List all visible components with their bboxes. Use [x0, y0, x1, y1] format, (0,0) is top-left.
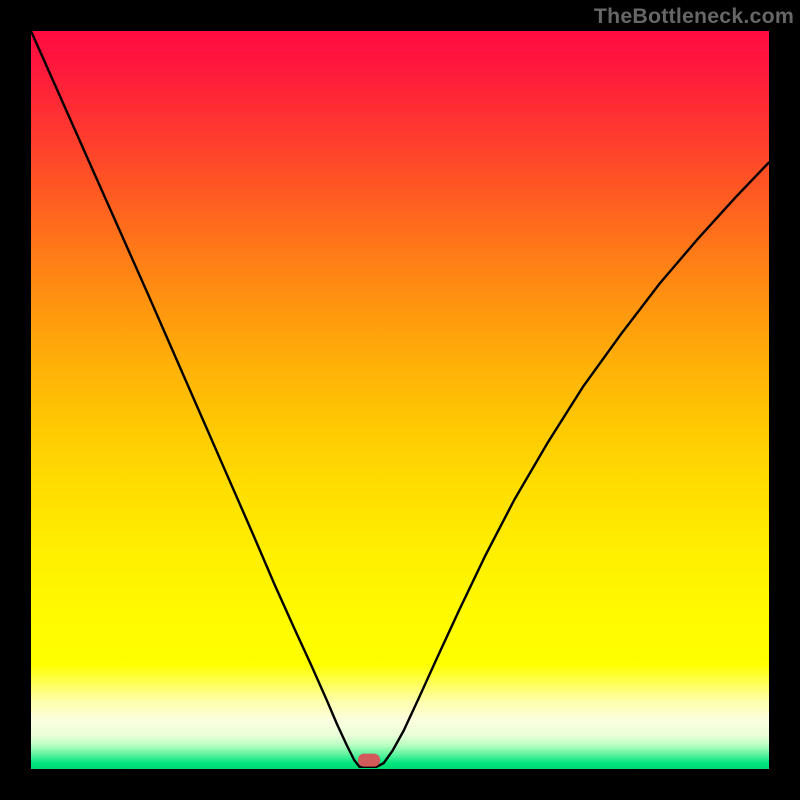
bottleneck-chart: [0, 0, 800, 800]
plot-background: [31, 31, 769, 769]
optimal-marker: [358, 754, 380, 767]
chart-stage: TheBottleneck.com: [0, 0, 800, 800]
